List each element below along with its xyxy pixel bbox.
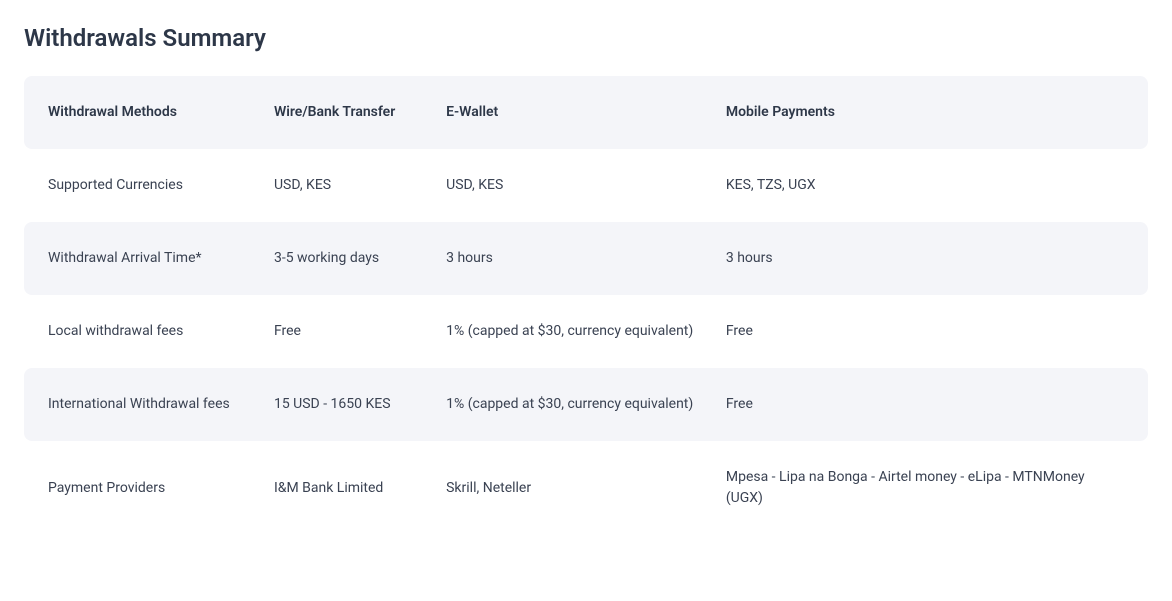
withdrawals-table: Withdrawal Methods Wire/Bank Transfer E-… — [24, 76, 1148, 535]
cell-ewallet: USD, KES — [446, 175, 726, 196]
cell-ewallet: Skrill, Neteller — [446, 478, 726, 499]
cell-wire: I&M Bank Limited — [274, 478, 446, 499]
table-row: Supported Currencies USD, KES USD, KES K… — [24, 149, 1148, 222]
cell-mobile: Free — [726, 394, 1124, 415]
table-row: Withdrawal Arrival Time* 3-5 working day… — [24, 222, 1148, 295]
cell-mobile: Mpesa - Lipa na Bonga - Airtel money - e… — [726, 467, 1124, 509]
cell-mobile: Free — [726, 321, 1124, 342]
cell-ewallet: 1% (capped at $30, currency equivalent) — [446, 321, 726, 342]
cell-wire: USD, KES — [274, 175, 446, 196]
cell-mobile: 3 hours — [726, 248, 1124, 269]
cell-mobile: KES, TZS, UGX — [726, 175, 1124, 196]
cell-ewallet: 1% (capped at $30, currency equivalent) — [446, 394, 726, 415]
header-withdrawal-methods: Withdrawal Methods — [48, 102, 274, 123]
table-header-row: Withdrawal Methods Wire/Bank Transfer E-… — [24, 76, 1148, 149]
table-row: International Withdrawal fees 15 USD - 1… — [24, 368, 1148, 441]
header-ewallet: E-Wallet — [446, 102, 726, 123]
cell-wire: 15 USD - 1650 KES — [274, 394, 446, 415]
row-label: International Withdrawal fees — [48, 394, 274, 415]
row-label: Payment Providers — [48, 478, 274, 499]
header-mobile-payments: Mobile Payments — [726, 102, 1124, 123]
cell-wire: Free — [274, 321, 446, 342]
table-row: Local withdrawal fees Free 1% (capped at… — [24, 295, 1148, 368]
row-label: Withdrawal Arrival Time* — [48, 248, 274, 269]
table-row: Payment Providers I&M Bank Limited Skril… — [24, 441, 1148, 535]
header-wire-bank: Wire/Bank Transfer — [274, 102, 446, 123]
row-label: Local withdrawal fees — [48, 321, 274, 342]
cell-wire: 3-5 working days — [274, 248, 446, 269]
row-label: Supported Currencies — [48, 175, 274, 196]
page-title: Withdrawals Summary — [24, 24, 1148, 52]
cell-ewallet: 3 hours — [446, 248, 726, 269]
